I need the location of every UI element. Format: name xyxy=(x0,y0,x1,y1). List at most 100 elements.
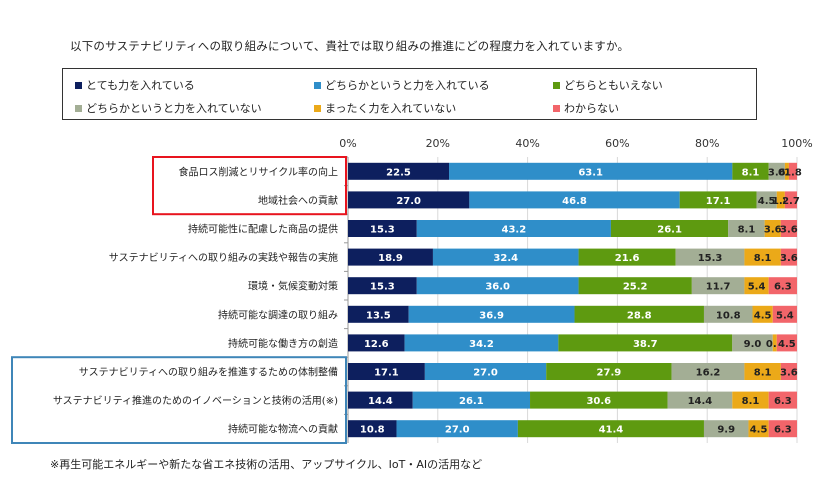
data-label: 4.5 xyxy=(758,196,776,207)
bar-segment xyxy=(703,420,749,438)
category-label: 持続可能な調達の取り組み xyxy=(218,308,338,321)
data-label: 1.8 xyxy=(772,196,790,207)
bar-segment xyxy=(408,305,575,323)
data-label: 5.4 xyxy=(748,282,766,293)
chart-legend: とても力を入れている どちらかというと力を入れている どちらともいえない どちら… xyxy=(62,68,757,120)
legend-item: どちらかというと力を入れていない xyxy=(75,100,262,116)
bar-segment xyxy=(744,277,769,295)
bar-segment xyxy=(752,305,773,323)
legend-item: とても力を入れている xyxy=(75,77,195,93)
legend-label: まったく力を入れていない xyxy=(325,102,457,115)
highlight-box xyxy=(11,356,347,445)
legend-label: どちらともいえない xyxy=(564,79,663,92)
bar-segment xyxy=(732,162,769,180)
x-tick-label: 0% xyxy=(339,137,356,150)
bar-segment xyxy=(348,363,425,380)
data-label: 12.6 xyxy=(364,339,389,350)
bar-segment xyxy=(732,391,769,409)
data-label: 15.3 xyxy=(370,282,395,293)
data-label: 3.6 xyxy=(780,225,798,236)
data-label: 16.2 xyxy=(696,368,721,379)
bar-segment xyxy=(679,191,757,209)
data-label: 3.6 xyxy=(780,368,798,379)
legend-item: どちらかというと力を入れている xyxy=(314,77,490,93)
data-label: 26.1 xyxy=(657,225,682,236)
highlight-box xyxy=(152,156,347,216)
data-label: 21.6 xyxy=(615,253,640,264)
bar-segment xyxy=(424,363,547,380)
data-label: 14.4 xyxy=(688,396,713,407)
legend-label: どちらかというと力を入れている xyxy=(325,79,490,92)
bar-segment xyxy=(348,305,409,323)
legend-swatch xyxy=(75,81,82,89)
bar-segment xyxy=(578,248,676,266)
bar-segment xyxy=(756,191,777,209)
bar-segment xyxy=(772,334,777,352)
data-label: 26.1 xyxy=(459,396,484,407)
data-label: 3.6 xyxy=(780,253,798,264)
footnote: ※再生可能エネルギーや新たな省エネ技術の活用、アップサイクル、IoT・AIの活用… xyxy=(50,458,483,471)
legend-item: わからない xyxy=(553,100,619,116)
category-label: 持続可能な働き方の創造 xyxy=(228,337,338,350)
bar-segment xyxy=(348,191,470,209)
data-label: 5.4 xyxy=(776,310,794,321)
bar-segment xyxy=(780,363,797,380)
data-label: 2.7 xyxy=(782,196,800,207)
survey-question: 以下のサステナビリティへの取り組みについて、貴社では取り組みの推進にどの程度力を… xyxy=(70,39,630,53)
legend-swatch xyxy=(314,81,321,89)
category-label: サステナビリティ推進のためのイノベーションと技術の活用(※) xyxy=(53,394,338,407)
data-label: 34.2 xyxy=(469,339,494,350)
data-label: 17.1 xyxy=(374,368,399,379)
data-label: 28.8 xyxy=(627,310,652,321)
bar-segment xyxy=(404,334,559,352)
legend-label: とても力を入れている xyxy=(86,79,195,92)
data-label: 63.1 xyxy=(578,167,603,178)
bar-segment xyxy=(784,162,789,180)
data-label: 38.7 xyxy=(633,339,658,350)
bar-segment xyxy=(776,191,785,209)
category-label: 持続可能な物流への貢献 xyxy=(228,423,338,436)
category-label: 持続可能性に配慮した商品の提供 xyxy=(188,223,338,236)
data-label: 9.0 xyxy=(744,339,762,350)
data-label: 27.9 xyxy=(597,368,622,379)
data-label: 41.4 xyxy=(599,425,624,436)
data-label: 14.4 xyxy=(368,396,393,407)
data-label: 43.2 xyxy=(502,225,527,236)
data-label: 4.5 xyxy=(750,425,768,436)
bar-segment xyxy=(469,191,680,209)
bar-segment xyxy=(530,391,668,409)
bar-segment xyxy=(412,391,531,409)
bar-segment xyxy=(348,334,405,352)
bar-segment xyxy=(768,391,797,409)
x-tick-label: 20% xyxy=(426,137,450,150)
data-label: 22.5 xyxy=(386,167,411,178)
data-label: 46.8 xyxy=(562,196,587,207)
bar-segment xyxy=(691,277,745,295)
bar-segment xyxy=(784,191,797,209)
bar-segment xyxy=(768,162,785,180)
legend-item: まったく力を入れていない xyxy=(314,100,456,116)
data-label: 11.7 xyxy=(706,282,731,293)
data-label: 36.0 xyxy=(485,282,510,293)
data-label: 32.4 xyxy=(493,253,518,264)
data-label: 8.1 xyxy=(742,167,760,178)
data-label: 27.0 xyxy=(473,368,498,379)
data-label: 8.1 xyxy=(754,253,772,264)
data-label: 15.3 xyxy=(370,225,395,236)
data-label: 18.9 xyxy=(378,253,403,264)
bar-segment xyxy=(768,420,797,438)
data-label: 4.5 xyxy=(778,339,796,350)
category-label: 食品ロス削減とリサイクル率の向上 xyxy=(179,165,339,178)
data-label: 36.9 xyxy=(479,310,504,321)
bar-segment xyxy=(449,162,733,180)
data-label: 10.8 xyxy=(716,310,741,321)
data-label: 10.8 xyxy=(360,425,385,436)
data-label: 25.2 xyxy=(623,282,648,293)
data-label: 3.6 xyxy=(764,225,782,236)
data-label: 3.6 xyxy=(768,167,786,178)
bar-segment xyxy=(671,363,745,380)
data-label: 30.6 xyxy=(586,396,611,407)
bar-segment xyxy=(610,220,729,237)
bar-segment xyxy=(772,305,797,323)
